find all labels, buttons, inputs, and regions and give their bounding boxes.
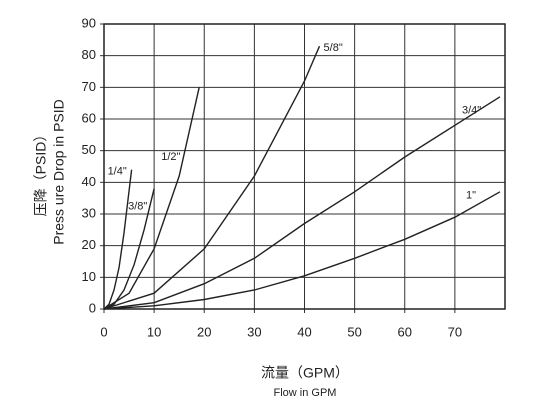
series-label: 3/8" [128, 201, 147, 213]
series-line [103, 169, 133, 310]
x-axis-title: Flow in GPM [274, 387, 337, 399]
y-axis-title: 压降（PSID） [33, 128, 49, 217]
series-label: 1/2" [161, 151, 180, 163]
y-tick-label: 30 [82, 205, 96, 220]
series-line [103, 45, 321, 310]
x-tick-label: 60 [398, 324, 412, 339]
y-tick-label: 70 [82, 79, 96, 94]
x-axis-title: 流量（GPM） [261, 365, 349, 381]
x-tick-label: 20 [197, 324, 211, 339]
y-tick-label: 90 [82, 15, 96, 30]
x-tick-label: 50 [347, 324, 361, 339]
x-tick-label: 0 [100, 324, 107, 339]
y-tick-label: 10 [82, 269, 96, 284]
series-label: 5/8" [324, 42, 343, 54]
series-line [103, 191, 501, 310]
y-tick-label: 50 [82, 142, 96, 157]
series-line [103, 87, 200, 310]
series-line [103, 188, 155, 310]
x-tick-label: 30 [247, 324, 261, 339]
y-axis-title: Press ure Drop in PSID [51, 99, 67, 245]
y-tick-label: 60 [82, 110, 96, 125]
plot-frame [103, 23, 506, 310]
series-line [103, 96, 501, 310]
series-label: 1" [466, 190, 476, 202]
y-tick-label: 40 [82, 174, 96, 189]
series-label: 3/4" [462, 105, 481, 117]
y-tick-label: 80 [82, 47, 96, 62]
x-tick-label: 10 [147, 324, 161, 339]
y-tick-label: 20 [82, 237, 96, 252]
series-label: 1/4" [108, 166, 127, 178]
y-tick-label: 0 [89, 300, 96, 315]
x-tick-label: 70 [448, 324, 462, 339]
x-tick-label: 40 [297, 324, 311, 339]
